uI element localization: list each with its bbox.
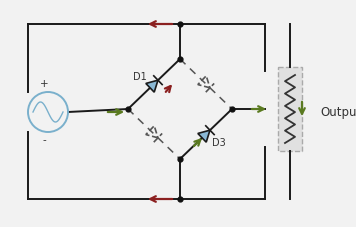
FancyBboxPatch shape xyxy=(278,68,302,151)
Text: D1: D1 xyxy=(133,72,147,82)
Polygon shape xyxy=(146,81,158,93)
Text: +: + xyxy=(40,79,48,89)
Text: Output: Output xyxy=(320,106,356,119)
Text: -: - xyxy=(42,134,46,144)
Polygon shape xyxy=(198,131,210,143)
Text: D3: D3 xyxy=(212,137,226,147)
